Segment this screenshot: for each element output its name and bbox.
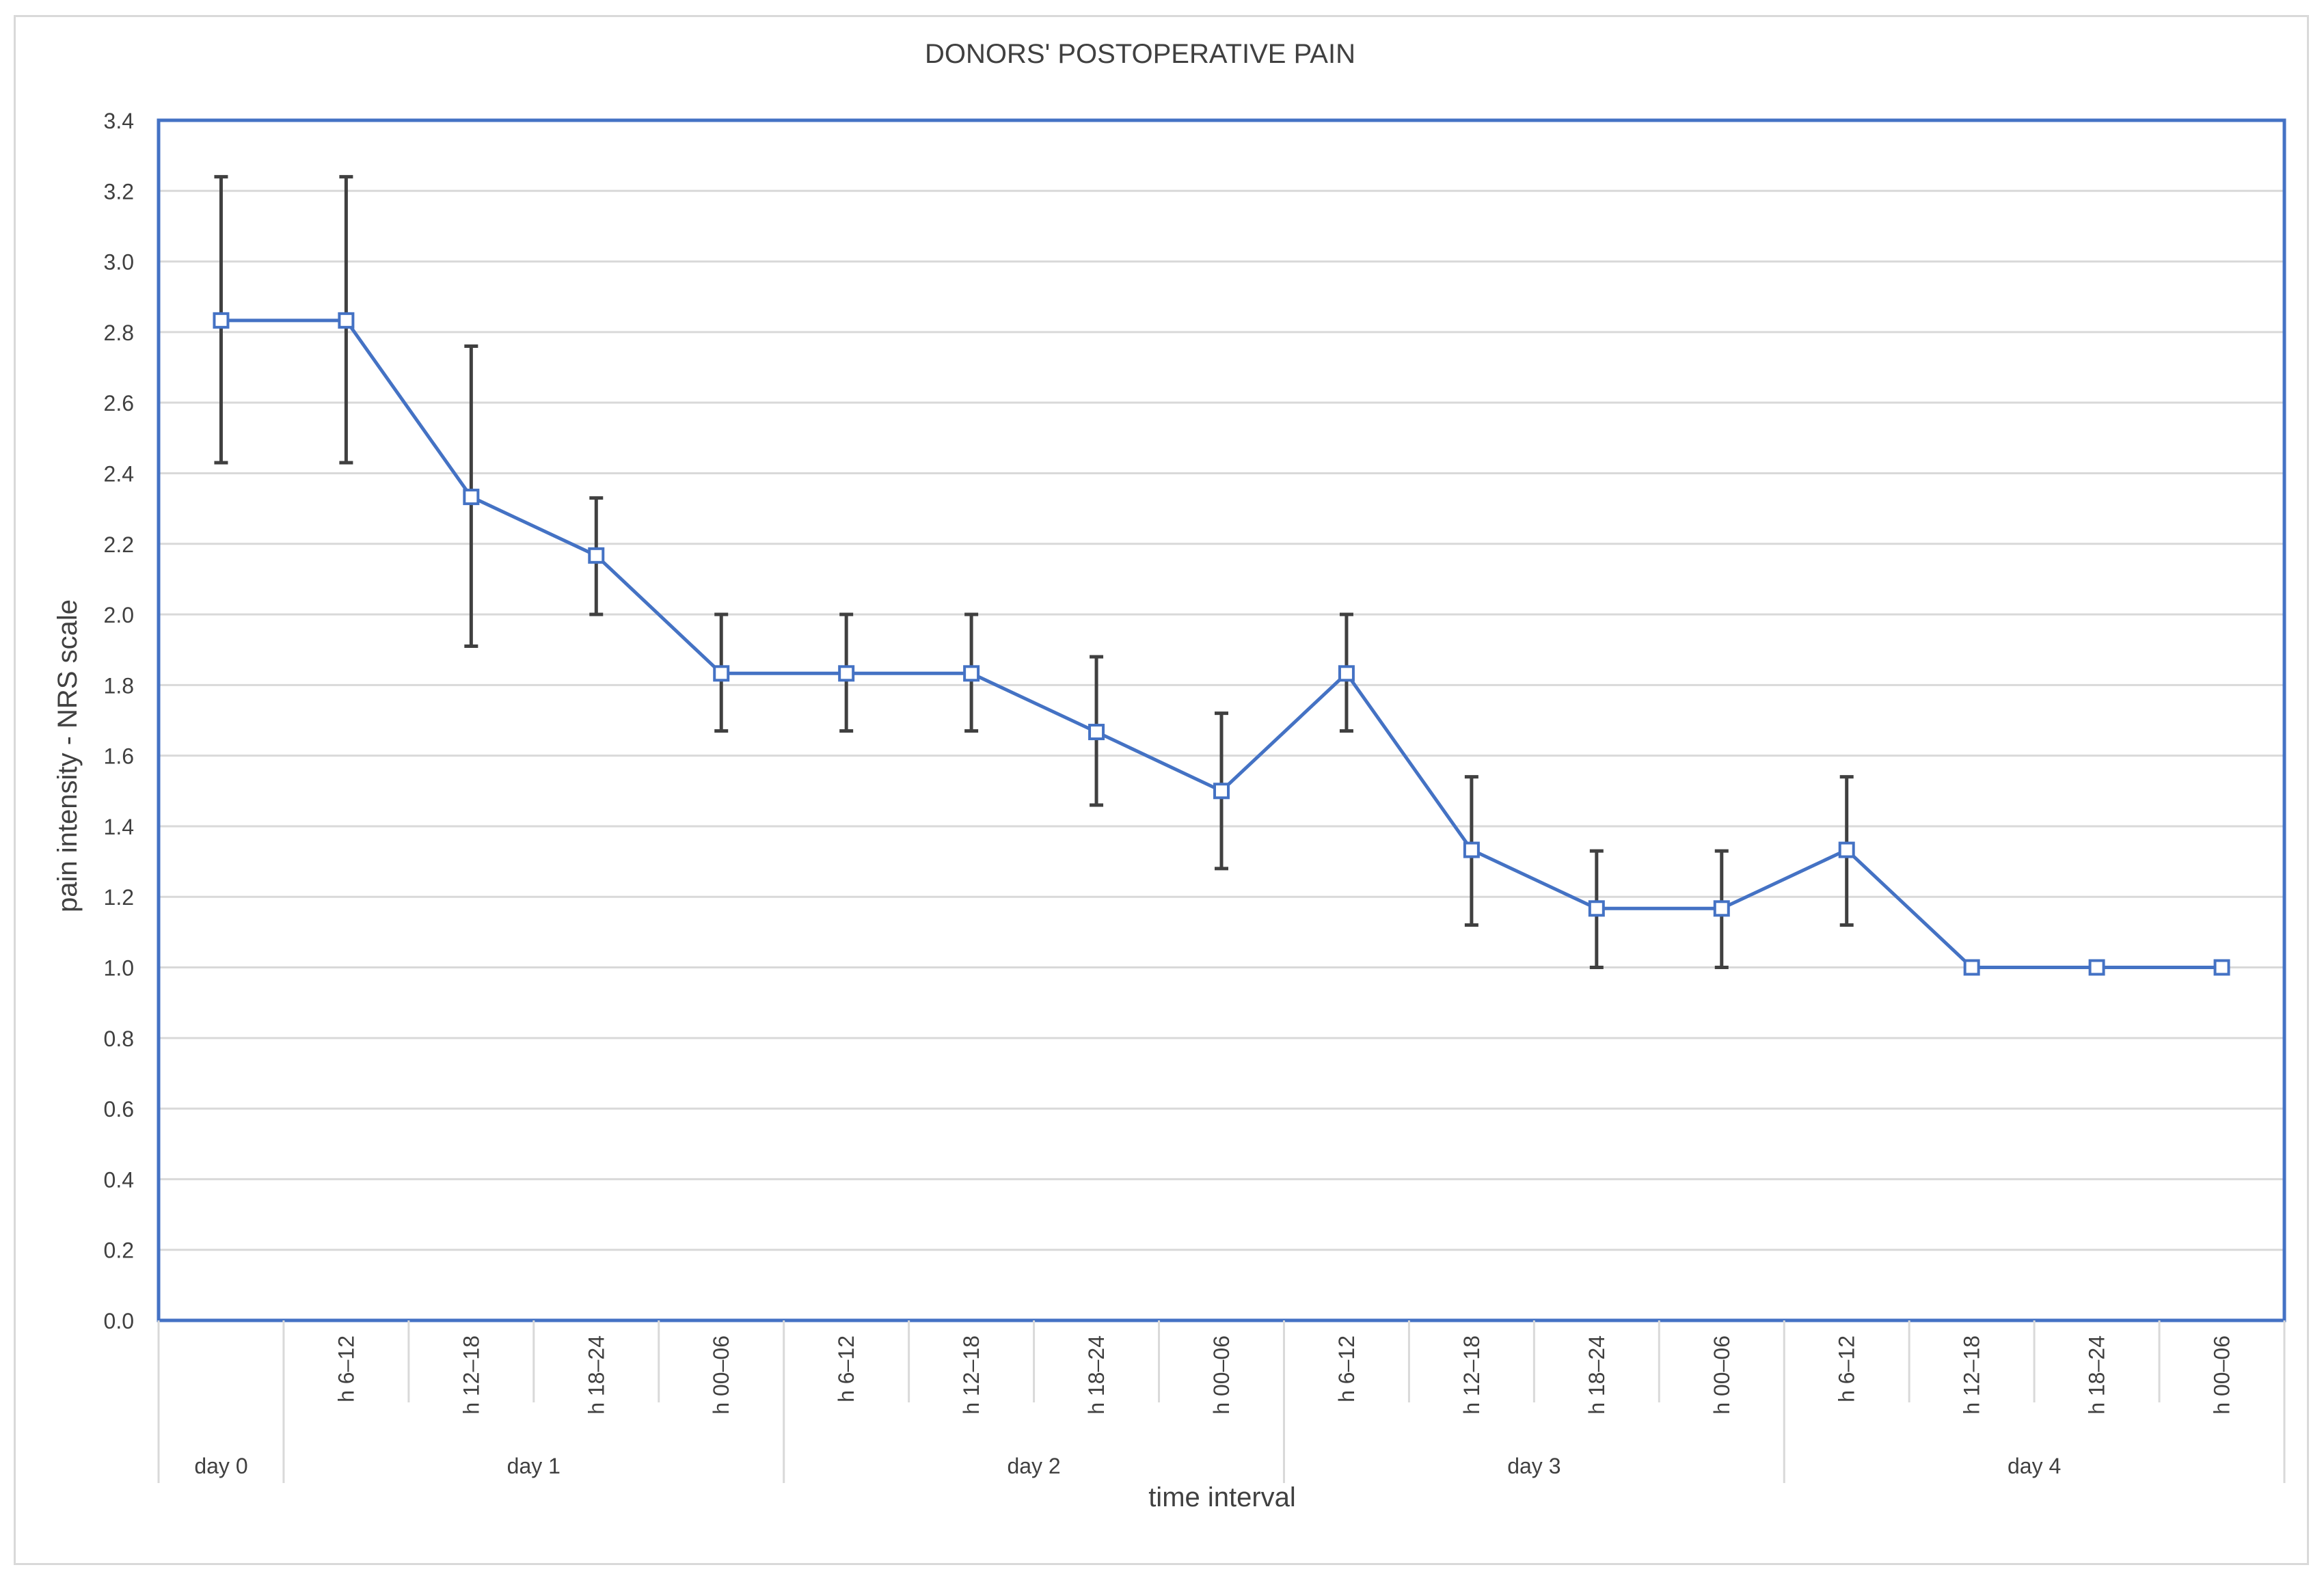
x-tick-label: h 00–06	[2210, 1335, 2234, 1415]
y-tick-label: 3.2	[104, 179, 134, 204]
y-axis-title: pain intensity - NRS scale	[53, 599, 83, 912]
data-point-marker	[1588, 900, 1605, 917]
data-point-marker	[2213, 959, 2230, 976]
x-tick-label: h 18–24	[1584, 1335, 1609, 1415]
group-label: day 2	[1007, 1454, 1060, 1478]
y-tick-label: 1.2	[104, 885, 134, 910]
data-point-marker	[2088, 959, 2105, 976]
x-tick-label: h 12–18	[459, 1335, 483, 1415]
y-tick-label: 0.8	[104, 1027, 134, 1051]
y-tick-label: 0.6	[104, 1097, 134, 1122]
y-tick-label: 3.4	[104, 109, 134, 133]
x-axis-title: time interval	[1148, 1482, 1296, 1512]
data-point-marker	[1463, 841, 1480, 858]
x-tick-label: h 12–18	[1960, 1335, 1984, 1415]
data-point-marker	[1838, 841, 1855, 858]
x-tick-label: h 12–18	[1459, 1335, 1484, 1415]
y-tick-label: 2.2	[104, 532, 134, 557]
data-point-marker	[213, 312, 230, 329]
group-label: day 4	[2008, 1454, 2061, 1478]
group-label: day 0	[194, 1454, 247, 1478]
data-point-marker	[463, 489, 480, 506]
x-tick-label: h 18–24	[584, 1335, 608, 1415]
gridlines	[159, 189, 2284, 1251]
series-line	[221, 318, 2222, 970]
x-tick-label: h 18–24	[1084, 1335, 1109, 1415]
data-point-marker	[963, 665, 980, 682]
y-tick-label: 2.0	[104, 603, 134, 627]
x-tick-label: h 00–06	[709, 1335, 733, 1415]
group-label: day 3	[1507, 1454, 1560, 1478]
x-tick-label: h 00–06	[1209, 1335, 1234, 1415]
x-tick-label: h 12–18	[959, 1335, 984, 1415]
x-tick-label: h 6–12	[334, 1335, 358, 1402]
x-tick-label: h 6–12	[1835, 1335, 1859, 1402]
y-tick-label: 0.4	[104, 1167, 134, 1192]
axis-layer: 0.0 0.2 0.4 0.6 0.8 1.0 1.2 1.4 1.6 1.8 2.0 2.2 2.4 2…	[104, 109, 2286, 1483]
data-point-marker	[838, 665, 855, 682]
data-point-marker	[1088, 724, 1105, 741]
y-tick-label: 2.8	[104, 321, 134, 345]
data-point-marker	[1338, 665, 1355, 682]
data-point-marker	[1213, 783, 1230, 800]
data-point-marker	[588, 547, 605, 564]
data-point-marker	[1713, 900, 1730, 917]
chart-title: DONORS' POSTOPERATIVE PAIN	[925, 39, 1355, 69]
x-tick-label: h 00–06	[1710, 1335, 1734, 1415]
chart-frame	[14, 15, 2309, 1565]
data-point-marker	[338, 312, 355, 329]
y-tick-label: 3.0	[104, 250, 134, 275]
y-tick-label: 1.6	[104, 744, 134, 769]
group-label: day 1	[507, 1454, 560, 1478]
y-tick-label: 1.8	[104, 673, 134, 698]
y-tick-label: 1.0	[104, 956, 134, 981]
x-tick-label: h 6–12	[1334, 1335, 1359, 1402]
y-tick-label: 0.0	[104, 1309, 134, 1333]
x-tick-label: h 6–12	[834, 1335, 859, 1402]
y-tick-label: 0.2	[104, 1238, 134, 1263]
y-tick-label: 2.6	[104, 391, 134, 416]
error-bars	[214, 175, 1854, 970]
series-layer	[213, 312, 2230, 976]
plot-area-border	[157, 118, 2286, 1322]
y-tick-label: 2.4	[104, 461, 134, 486]
y-tick-label: 1.4	[104, 815, 134, 839]
data-point-marker	[713, 665, 730, 682]
data-point-marker	[1963, 959, 1980, 976]
x-tick-label: h 18–24	[2085, 1335, 2109, 1415]
